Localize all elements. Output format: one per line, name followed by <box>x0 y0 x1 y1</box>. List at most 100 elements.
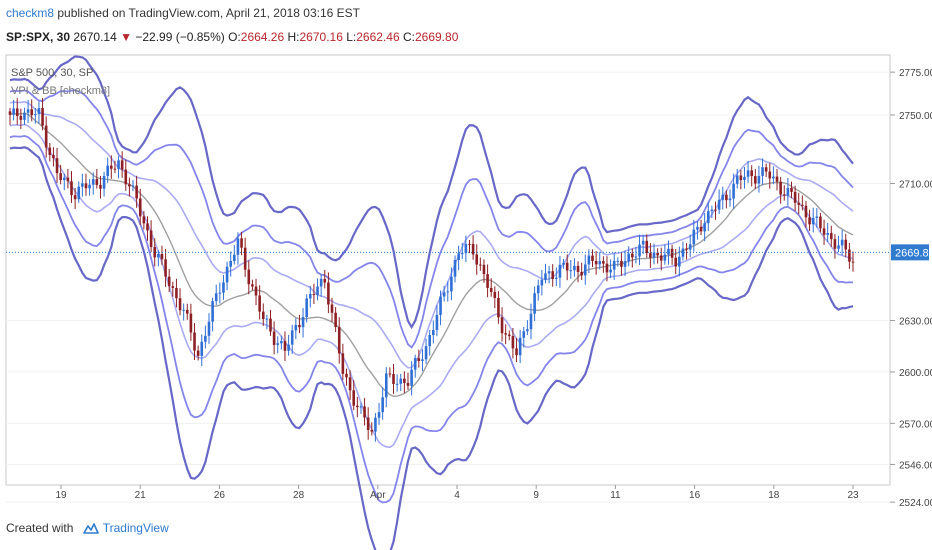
candle-body <box>652 252 656 258</box>
candle-body <box>124 169 128 185</box>
candle-body <box>175 287 178 299</box>
candle-body <box>489 287 493 292</box>
candle-body <box>12 108 15 115</box>
candle-body <box>786 187 790 196</box>
candle-body <box>160 253 164 260</box>
candle-body <box>171 286 175 288</box>
candle-body <box>392 374 395 384</box>
candle-body <box>290 330 294 345</box>
candle-body <box>797 202 801 205</box>
time-tick-label: 23 <box>847 490 859 501</box>
candle-body <box>189 313 193 333</box>
candle-body <box>453 259 457 277</box>
candle-body <box>703 223 706 232</box>
author-link[interactable]: checkm8 <box>6 6 55 20</box>
candle-body <box>591 255 594 261</box>
candle-body <box>522 331 526 338</box>
candle-body <box>620 260 623 267</box>
candle-body <box>341 353 345 374</box>
time-tick-label: 9 <box>533 490 539 501</box>
candle-body <box>761 167 764 176</box>
candle-body <box>301 317 305 328</box>
candle-body <box>746 170 750 177</box>
candle-body <box>276 343 280 345</box>
candle-body <box>714 209 717 211</box>
candle-body <box>565 262 569 271</box>
candle-body <box>395 383 399 385</box>
candle-body <box>149 230 153 248</box>
candle-body <box>23 112 26 120</box>
time-axis[interactable]: 19 21 26 28 Apr 4 9 11 16 18 23 <box>55 485 859 501</box>
candle-body <box>62 177 66 181</box>
candle-body <box>164 259 167 277</box>
candle-body <box>88 184 91 189</box>
candle-body <box>616 260 620 262</box>
candle-body <box>544 273 547 280</box>
price-tick-label: 2710.00 <box>899 179 932 190</box>
candle-body <box>417 358 421 361</box>
tradingview-brand-link[interactable]: TradingView <box>102 521 169 535</box>
candle-body <box>428 335 431 347</box>
candle-body <box>464 243 468 254</box>
candle-body <box>801 204 804 206</box>
candle-body <box>826 232 829 235</box>
time-tick-label: 18 <box>768 490 780 501</box>
candle-body <box>403 378 406 383</box>
candle-body <box>536 285 540 294</box>
candle-body <box>717 199 721 210</box>
candle-body <box>348 377 352 391</box>
band-line <box>9 123 854 449</box>
candle-body <box>377 412 381 418</box>
candle-body <box>41 108 44 126</box>
candle-body <box>399 378 403 384</box>
candle-body <box>81 183 84 187</box>
time-tick-label: 26 <box>214 490 226 501</box>
legend-line-1: S&P 500, 30, SP <box>11 67 93 79</box>
candle-body <box>659 255 663 261</box>
candle-body <box>486 274 489 288</box>
price-tick-label: 2630.00 <box>899 317 932 328</box>
candle-body <box>721 194 725 200</box>
candle-body <box>410 369 413 386</box>
candle-body <box>500 317 504 334</box>
candle-body <box>479 264 482 266</box>
publication-header: checkm8 published on TradingView.com, Ap… <box>6 6 360 20</box>
candle-body <box>442 292 446 297</box>
candle-body <box>128 184 131 187</box>
candle-body <box>609 269 612 273</box>
candle-body <box>214 293 218 302</box>
price-axis[interactable]: 2775.00 2750.00 2710.00 2630.00 2600.00 2570.… <box>890 68 932 509</box>
candle-body <box>515 348 518 356</box>
created-with-text: Created with <box>6 521 74 535</box>
candle-body <box>406 382 410 386</box>
candle-body <box>254 286 258 296</box>
high-value: 2670.16 <box>299 30 343 44</box>
candle-body <box>308 294 312 299</box>
down-arrow-icon: ▼ <box>120 30 132 44</box>
band-line <box>9 146 854 550</box>
price-tick-label: 2750.00 <box>899 111 932 122</box>
candle-body <box>167 276 171 287</box>
candle-body <box>185 309 189 314</box>
time-tick-label: 19 <box>55 490 67 501</box>
candle-body <box>573 265 576 271</box>
plot-area[interactable] <box>5 54 891 486</box>
candle-body <box>243 247 247 270</box>
candle-body <box>327 282 330 305</box>
time-tick-label: 21 <box>135 490 147 501</box>
band-line <box>9 100 854 369</box>
candle-body <box>851 261 855 263</box>
candle-body <box>196 350 200 356</box>
candle-body <box>460 253 464 255</box>
candle-body <box>280 341 283 344</box>
candle-body <box>374 417 377 432</box>
candle-body <box>587 255 591 265</box>
candle-body <box>370 430 374 432</box>
candle-body <box>699 226 703 232</box>
candle-body <box>269 318 272 332</box>
candle-body <box>732 183 735 199</box>
candle-body <box>649 253 652 258</box>
candle-body <box>48 147 52 155</box>
time-tick-label: 11 <box>610 490 621 501</box>
